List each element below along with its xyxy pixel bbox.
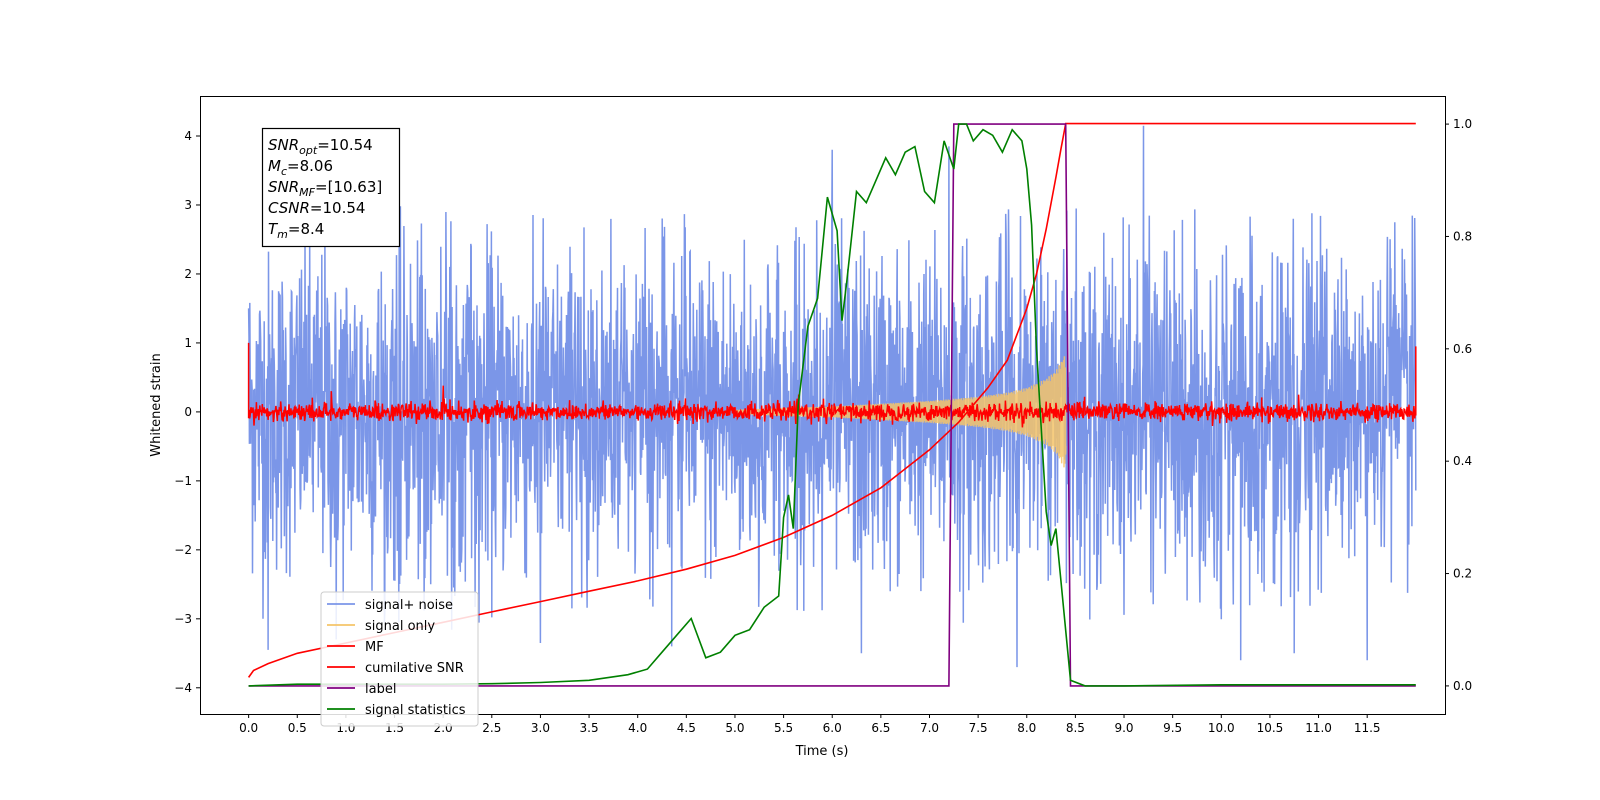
stats-annotation-line: Mc=8.06 (268, 157, 333, 178)
x-tick-label: 8.5 (1066, 721, 1085, 735)
y-right-tick-label: 1.0 (1453, 117, 1472, 131)
x-tick-label: 6.5 (871, 721, 890, 735)
x-tick-label: 3.0 (531, 721, 550, 735)
x-tick-label: 9.5 (1163, 721, 1182, 735)
x-tick-label: 4.5 (677, 721, 696, 735)
series-signal-statistics (248, 123, 1416, 687)
stats-annotation-line: CSNR=10.54 (268, 199, 365, 217)
x-tick-label: 10.5 (1257, 721, 1284, 735)
x-tick-label: 11.0 (1305, 721, 1332, 735)
x-tick-label: 6.0 (823, 721, 842, 735)
y-right-tick-label: 0.0 (1453, 679, 1472, 693)
y-tick-label: 4 (184, 129, 192, 143)
x-tick-label: 8.0 (1017, 721, 1036, 735)
y-right-tick-label: 0.8 (1453, 229, 1472, 243)
x-tick-label: 2.5 (482, 721, 501, 735)
y-tick-label: 2 (184, 267, 192, 281)
y-tick-label: 0 (184, 405, 192, 419)
stats-annotation-box (261, 127, 401, 248)
y-tick-label: −4 (174, 681, 192, 695)
legend: signal+ noise signal only MF cumilative SNR… (320, 591, 479, 727)
y-tick-label: −1 (174, 474, 192, 488)
legend-entry: signal only (365, 619, 435, 634)
y-tick-label: −2 (174, 543, 192, 557)
x-tick-label: 9.0 (1114, 721, 1133, 735)
y-right-tick-label: 0.4 (1453, 454, 1472, 468)
legend-entry: signal statistics (365, 703, 466, 718)
x-tick-label: 0.5 (288, 721, 307, 735)
y-tick-label: −3 (174, 612, 192, 626)
y-right-tick-label: 0.2 (1453, 567, 1472, 581)
series-signal-noise (247, 125, 1417, 668)
stats-annotation-line: SNRopt=10.54 (268, 136, 373, 157)
x-tick-label: 7.0 (920, 721, 939, 735)
y-right-tick-label: 0.6 (1453, 342, 1472, 356)
legend-entry: cumilative SNR (365, 661, 464, 676)
x-tick-label: 7.5 (969, 721, 988, 735)
plot-frame (200, 96, 1446, 715)
x-tick-label: 0.0 (239, 721, 258, 735)
legend-entry: label (365, 682, 396, 697)
x-tick-label: 10.0 (1208, 721, 1235, 735)
legend-entry: MF (365, 640, 384, 655)
stats-annotation-line: Tm=8.4 (268, 220, 324, 241)
x-tick-label: 3.5 (580, 721, 599, 735)
y-tick-label: 3 (184, 198, 192, 212)
x-tick-label: 4.0 (628, 721, 647, 735)
x-tick-label: 5.5 (774, 721, 793, 735)
x-tick-label: 11.5 (1354, 721, 1381, 735)
legend-box (320, 591, 479, 727)
stats-annotation-line: SNRMF=[10.63] (268, 178, 382, 199)
x-axis-label: Time (s) (795, 744, 849, 759)
series-mf (247, 342, 1417, 428)
stats-annotation: SNRopt=10.54Mc=8.06SNRMF=[10.63]CSNR=10.… (261, 127, 401, 248)
y-tick-label: 1 (184, 336, 192, 350)
legend-entry: signal+ noise (365, 598, 453, 613)
x-tick-label: 5.0 (725, 721, 744, 735)
y-axis-label: Whitened strain (149, 353, 164, 456)
